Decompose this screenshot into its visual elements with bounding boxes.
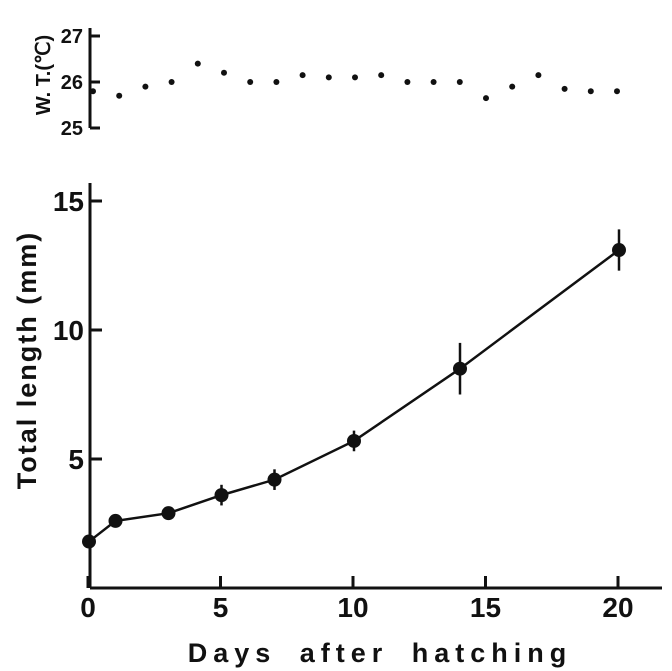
temperature-point [430, 79, 437, 85]
length-y-axis-label: Total length (mm) [12, 231, 42, 489]
temperature-y-tick-label: 26 [61, 72, 83, 94]
length-x-tick-label: 15 [470, 592, 501, 623]
length-series-line [88, 249, 620, 543]
length-y-tick-label: 10 [53, 315, 84, 346]
temperature-point [168, 79, 175, 85]
temperature-y-axis-label: W. T.(℃) [33, 35, 55, 115]
temperature-point [325, 74, 332, 81]
temperature-point [404, 79, 411, 85]
length-panel: 5 10 15 0 5 10 15 20 Total length (mm) Days af… [12, 183, 662, 668]
temperature-point [456, 79, 463, 85]
length-x-tick-label: 20 [602, 592, 633, 623]
length-y-tick-label: 15 [53, 186, 84, 217]
length-point [108, 513, 123, 528]
temperature-point [116, 92, 123, 99]
temperature-point [483, 95, 489, 102]
temperature-panel: 25 26 27 W. T.(℃) [33, 26, 620, 140]
length-x-tick-label: 10 [337, 592, 368, 623]
temperature-point [614, 88, 620, 95]
length-y-tick-label: 5 [68, 444, 84, 475]
length-x-tick-label: 0 [80, 592, 96, 623]
length-point [82, 534, 96, 549]
length-point [453, 361, 467, 376]
temperature-y-tick-label: 27 [61, 26, 83, 48]
temperature-point [561, 85, 568, 92]
temperature-point [535, 72, 542, 79]
length-point [612, 243, 626, 258]
temperature-point [142, 83, 149, 90]
length-x-axis-label: Days after hatching [188, 638, 573, 668]
temperature-point [587, 88, 594, 95]
temperature-point [90, 88, 96, 95]
length-point [267, 472, 282, 487]
length-point [161, 506, 176, 521]
temperature-y-tick-label: 25 [61, 118, 83, 140]
temperature-point [299, 72, 306, 79]
temperature-point [247, 79, 254, 85]
temperature-point [221, 69, 227, 76]
temperature-point [352, 74, 358, 81]
temperature-point [273, 79, 280, 85]
temperature-point [378, 72, 385, 79]
length-x-tick-label: 5 [213, 592, 229, 623]
temperature-point [509, 83, 516, 90]
length-point [347, 433, 361, 448]
length-point [214, 488, 229, 503]
temperature-point [194, 60, 201, 67]
